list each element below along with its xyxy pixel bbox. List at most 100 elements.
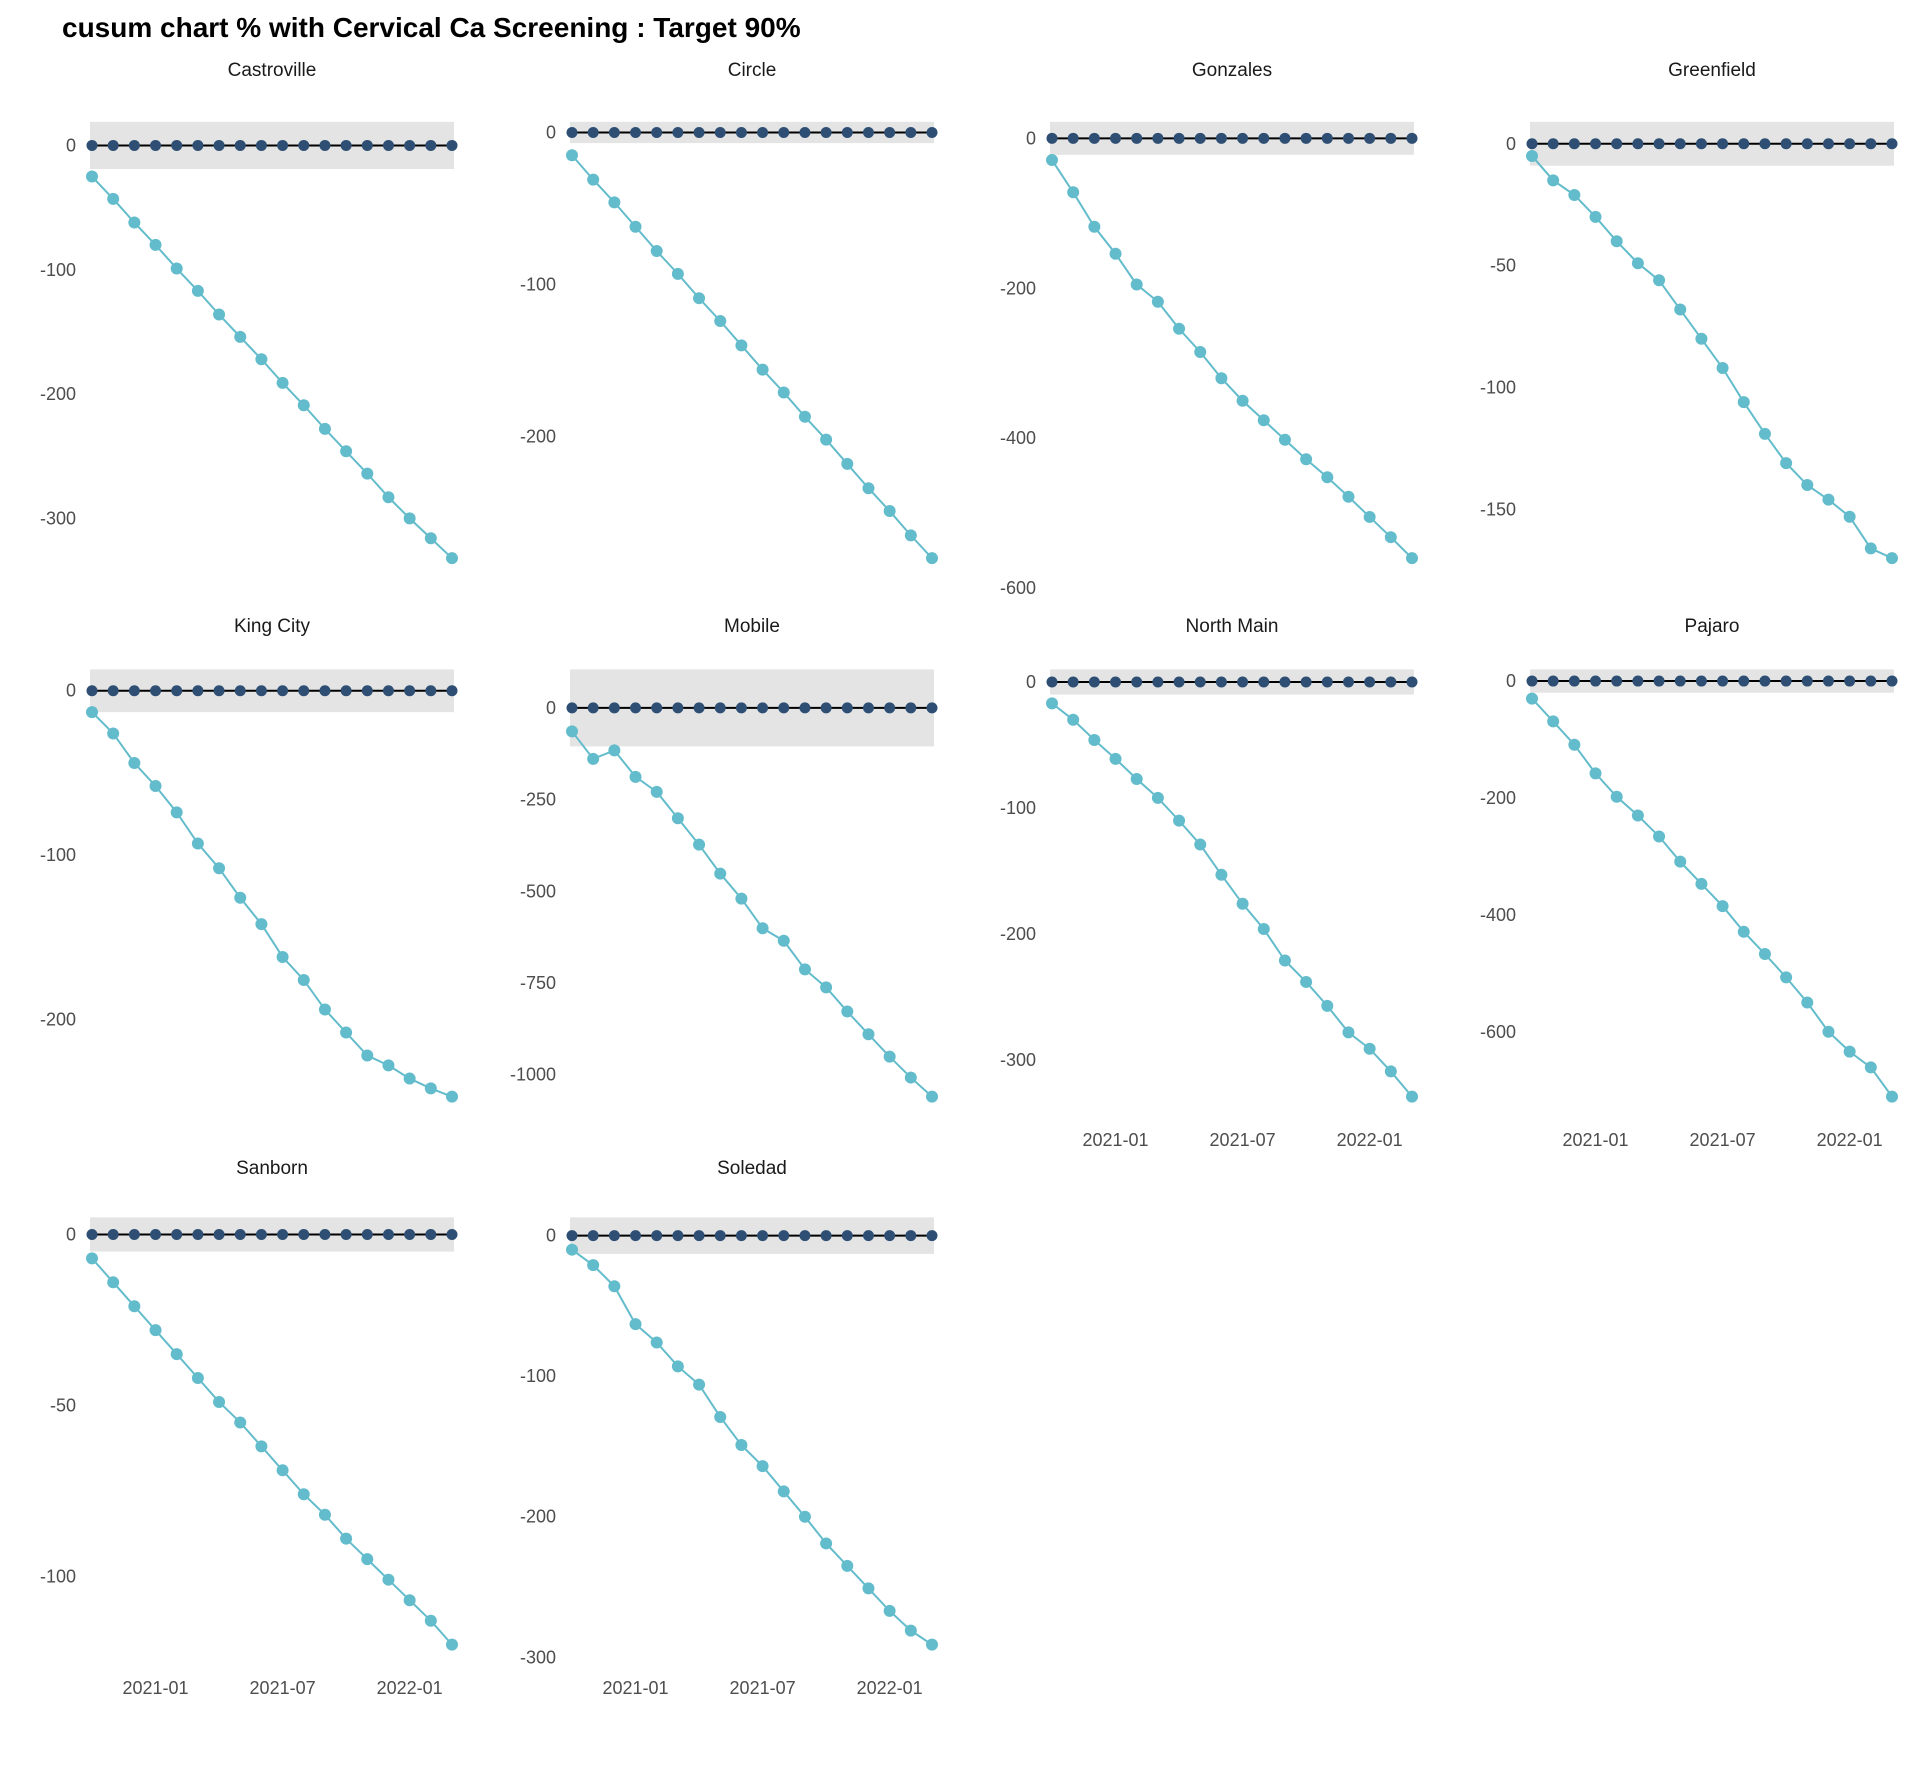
- cusum-point: [735, 892, 748, 905]
- y-tick-label: -100: [520, 1366, 556, 1386]
- facet-title: Circle: [728, 60, 777, 81]
- target-point: [277, 685, 289, 697]
- target-point: [1738, 675, 1750, 687]
- target-point: [714, 702, 726, 714]
- cusum-point: [213, 1395, 226, 1408]
- target-point: [672, 126, 684, 138]
- y-tick-label: -300: [520, 1647, 556, 1667]
- target-point: [255, 139, 267, 151]
- facet-plot: Gonzales 0 -200 -400 -600: [1000, 60, 1418, 598]
- cusum-point: [149, 1324, 162, 1337]
- target-point: [820, 702, 832, 714]
- target-point: [1526, 675, 1538, 687]
- target-point: [234, 685, 246, 697]
- target-point: [820, 1230, 832, 1242]
- target-point: [757, 126, 769, 138]
- y-tick-label: -1000: [510, 1065, 556, 1085]
- target-point: [1088, 132, 1100, 144]
- target-point: [757, 702, 769, 714]
- target-point: [1406, 132, 1418, 144]
- target-point: [1822, 675, 1834, 687]
- cusum-point: [213, 862, 226, 875]
- target-point: [298, 1228, 310, 1240]
- target-point: [107, 1228, 119, 1240]
- cusum-point: [107, 727, 120, 740]
- target-point: [1632, 675, 1644, 687]
- target-point: [128, 1228, 140, 1240]
- cusum-point: [904, 1624, 917, 1637]
- y-tick-label: 0: [1026, 128, 1036, 148]
- cusum-point: [650, 245, 663, 258]
- cusum-point: [361, 1553, 374, 1566]
- target-point: [1695, 675, 1707, 687]
- y-tick-label: -100: [40, 1566, 76, 1586]
- cusum-point: [714, 1410, 727, 1423]
- target-point: [213, 685, 225, 697]
- y-tick-label: 0: [546, 698, 556, 718]
- cusum-point: [1526, 149, 1538, 162]
- y-tick-label: -100: [40, 260, 76, 280]
- cusum-point: [1547, 715, 1560, 728]
- cusum-point: [1801, 479, 1814, 492]
- cusum-point: [1822, 493, 1835, 506]
- target-point: [862, 126, 874, 138]
- cusum-line: [571, 154, 933, 559]
- cusum-point: [714, 867, 727, 880]
- cusum-point: [1109, 247, 1122, 260]
- cusum-point: [1864, 542, 1877, 555]
- facet-plot: King City 0 -100 -200: [40, 616, 458, 1103]
- target-point: [1152, 676, 1164, 688]
- cusum-line: [91, 711, 453, 1098]
- cusum-point: [629, 220, 642, 233]
- cusum-point: [587, 1259, 600, 1272]
- target-point: [192, 685, 204, 697]
- cusum-point: [382, 491, 395, 504]
- cusum-point: [756, 363, 769, 376]
- facet-plot: Circle 0 -100 -200: [520, 60, 938, 565]
- target-point: [1801, 138, 1813, 150]
- cusum-point: [1780, 971, 1793, 984]
- y-tick-label: -200: [520, 427, 556, 447]
- cusum-point: [1088, 733, 1101, 746]
- cusum-point: [318, 1508, 331, 1521]
- cusum-line: [1051, 702, 1413, 1098]
- cusum-line: [91, 175, 453, 559]
- target-point: [298, 139, 310, 151]
- cusum-point: [1151, 295, 1164, 308]
- target-point: [446, 685, 458, 697]
- cusum-point: [650, 1336, 663, 1349]
- y-tick-label: -100: [40, 845, 76, 865]
- target-point: [107, 685, 119, 697]
- target-point: [1526, 138, 1538, 150]
- target-point: [587, 126, 599, 138]
- cusum-point: [1526, 692, 1538, 705]
- cusum-point: [820, 433, 833, 446]
- cusum-point: [1716, 900, 1729, 913]
- target-point: [651, 702, 663, 714]
- target-point: [446, 1228, 458, 1240]
- x-tick-label: 2021-07: [250, 1678, 316, 1698]
- cusum-point: [170, 1348, 183, 1361]
- facet-title: Gonzales: [1192, 60, 1272, 81]
- target-point: [340, 685, 352, 697]
- target-point: [672, 702, 684, 714]
- target-point: [1215, 132, 1227, 144]
- cusum-point: [191, 284, 204, 297]
- target-point: [608, 126, 620, 138]
- facet-plot: Soledad 0 -100 -200 -300 2021-01 2021-07 2022-0…: [520, 1158, 938, 1698]
- target-point: [799, 126, 811, 138]
- cusum-point: [1822, 1025, 1835, 1038]
- cusum-point: [693, 838, 706, 851]
- cusum-point: [777, 386, 790, 399]
- cusum-point: [798, 963, 811, 976]
- target-point: [1110, 132, 1122, 144]
- target-point: [425, 139, 437, 151]
- target-point: [1385, 132, 1397, 144]
- target-point: [1674, 675, 1686, 687]
- target-point: [361, 1228, 373, 1240]
- target-point: [1088, 676, 1100, 688]
- target-point: [778, 126, 790, 138]
- y-tick-label: -200: [40, 1009, 76, 1029]
- target-point: [1364, 132, 1376, 144]
- facet-title: Pajaro: [1685, 616, 1740, 637]
